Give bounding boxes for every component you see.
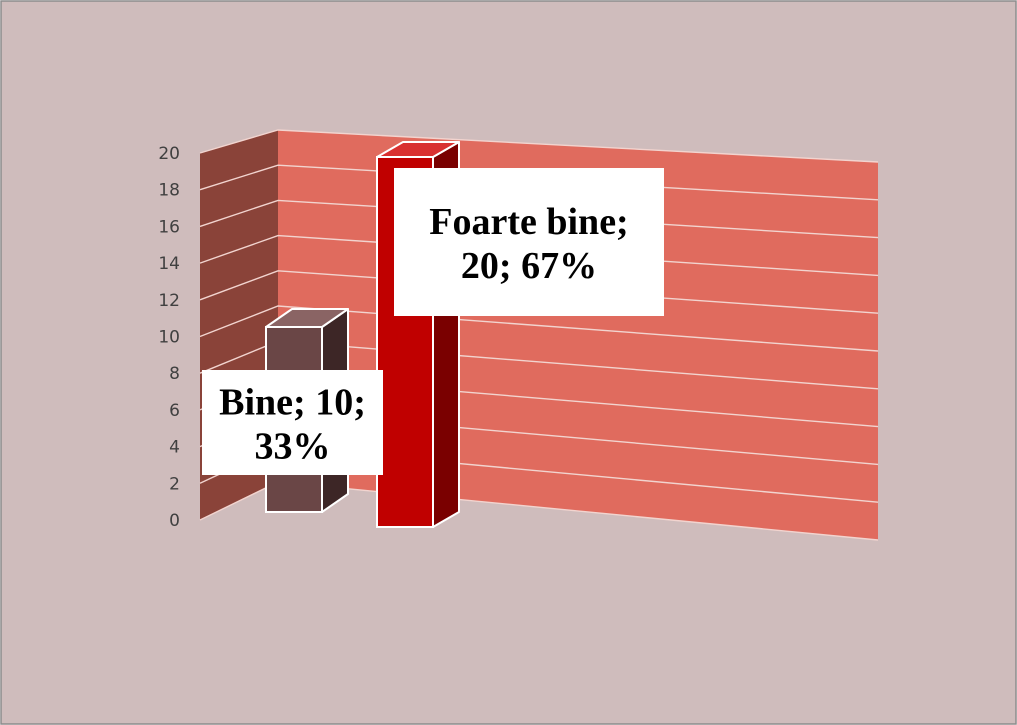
data-label-1: Foarte bine;20; 67%: [394, 168, 664, 316]
gridline: [199, 234, 879, 277]
y-tick-label: 20: [158, 144, 180, 164]
y-tick-label: 2: [169, 474, 180, 494]
data-label-box: [394, 168, 664, 316]
gridline: [199, 164, 879, 201]
gridline: [199, 129, 879, 163]
gridline: [199, 270, 879, 314]
y-tick-label: 0: [169, 511, 180, 531]
y-tick-label: 18: [158, 181, 180, 201]
y-tick-label: 12: [158, 291, 180, 311]
y-tick-label: 16: [158, 217, 180, 237]
data-label-text: Bine; 10;: [219, 382, 366, 424]
gridline: [199, 305, 879, 352]
y-tick-label: 4: [169, 438, 180, 458]
data-label-text: 33%: [255, 426, 331, 468]
y-tick-label: 10: [158, 328, 180, 348]
data-label-text: Foarte bine;: [429, 201, 628, 243]
gridline: [199, 199, 879, 239]
data-label-0: Bine; 10;33%: [202, 370, 383, 475]
y-tick-label: 8: [169, 364, 180, 384]
y-tick-label: 14: [158, 254, 180, 274]
data-label-box: [202, 370, 383, 475]
data-label-text: 20; 67%: [461, 245, 597, 287]
y-tick-label: 6: [169, 401, 180, 421]
